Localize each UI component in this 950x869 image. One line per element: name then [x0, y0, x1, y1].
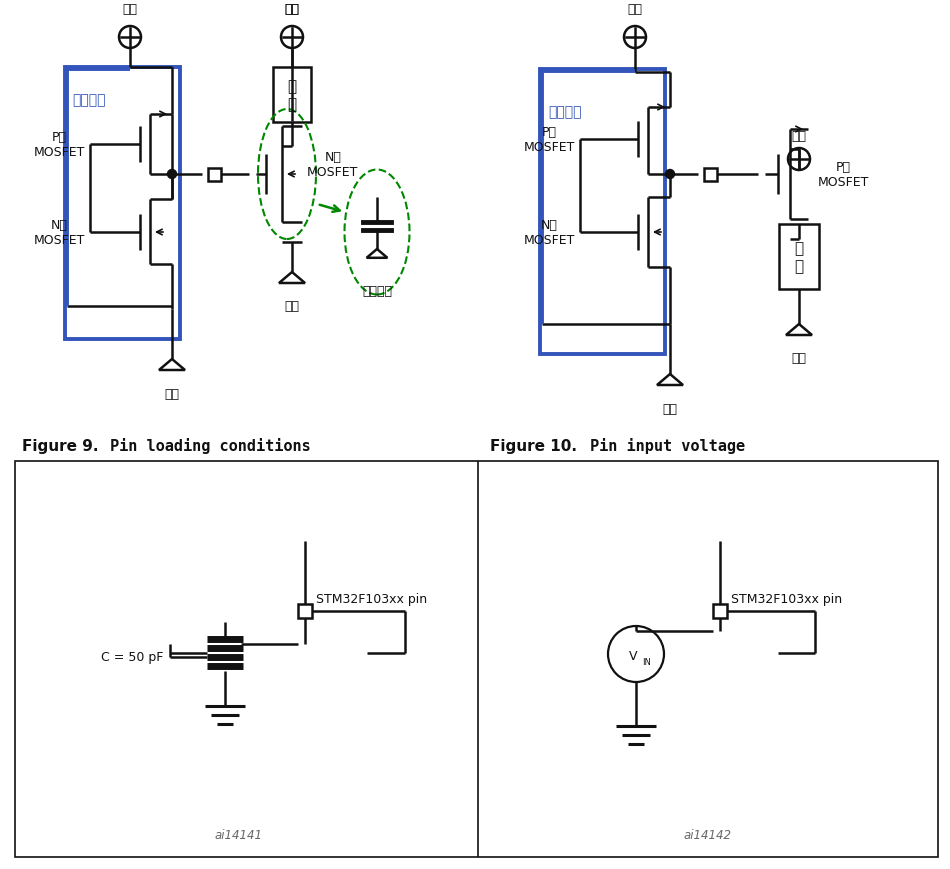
Bar	[207, 169, 220, 182]
Text: Figure 9.: Figure 9.	[22, 439, 99, 454]
Text: 接地: 接地	[284, 300, 299, 313]
Text: P型
MOSFET: P型 MOSFET	[33, 131, 85, 159]
Bar	[779, 225, 819, 289]
Text: C = 50 pF: C = 50 pF	[101, 651, 163, 664]
Text: 接地: 接地	[164, 388, 180, 401]
Text: Pin loading conditions: Pin loading conditions	[110, 437, 311, 454]
Text: ai14141: ai14141	[215, 828, 263, 841]
Text: N型
MOSFET: N型 MOSFET	[33, 219, 85, 247]
Text: V: V	[629, 650, 637, 663]
Text: STM32F103xx pin: STM32F103xx pin	[731, 593, 842, 606]
Text: N型
MOSFET: N型 MOSFET	[307, 151, 358, 179]
Text: P型
MOSFET: P型 MOSFET	[523, 126, 575, 154]
Text: Figure 10.: Figure 10.	[490, 439, 577, 454]
Bar	[704, 169, 716, 182]
Text: P型
MOSFET: P型 MOSFET	[818, 161, 869, 189]
Text: N型
MOSFET: N型 MOSFET	[523, 219, 575, 247]
Bar	[15, 461, 938, 857]
Text: 電源: 電源	[123, 3, 138, 16]
Text: 等価回路: 等価回路	[362, 285, 392, 298]
Circle shape	[666, 170, 674, 179]
Text: 負
荷: 負 荷	[794, 241, 804, 274]
Text: 接地: 接地	[791, 352, 807, 365]
Text: STM32F103xx pin: STM32F103xx pin	[316, 593, 428, 606]
Text: 電源: 電源	[628, 3, 642, 16]
Bar	[540, 70, 665, 355]
Bar	[273, 68, 311, 123]
Text: 電源: 電源	[284, 3, 299, 16]
Text: 電源: 電源	[284, 3, 299, 16]
Bar	[65, 68, 180, 340]
Text: IN: IN	[642, 658, 651, 667]
Text: マイコン: マイコン	[72, 93, 105, 107]
Bar	[713, 604, 727, 618]
Text: 接地: 接地	[662, 402, 677, 415]
Text: 電源: 電源	[791, 129, 807, 143]
Bar	[298, 604, 312, 618]
Text: ai14142: ai14142	[684, 828, 732, 841]
Text: マイコン: マイコン	[548, 105, 581, 119]
Text: 負
荷: 負 荷	[288, 79, 296, 111]
Text: Pin input voltage: Pin input voltage	[590, 437, 745, 454]
Circle shape	[167, 170, 177, 179]
